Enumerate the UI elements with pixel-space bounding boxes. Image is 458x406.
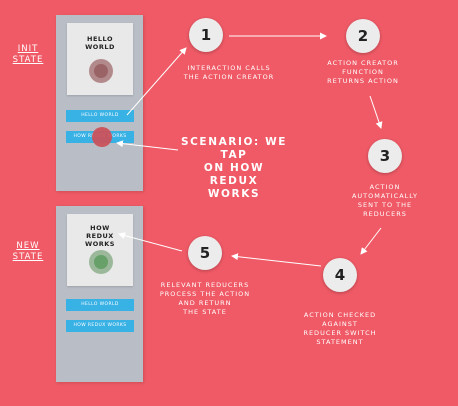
screen-text: HELLO WORLD bbox=[85, 35, 115, 51]
screen-text: HOW REDUX WORKS bbox=[85, 224, 115, 248]
hello-world-button[interactable]: HELLO WORLD bbox=[66, 299, 134, 311]
arrow-step4-to-step5 bbox=[231, 253, 322, 267]
init-state-label: INIT STATE bbox=[12, 44, 44, 65]
step-3-circle: 3 bbox=[368, 139, 402, 173]
step-4-circle: 4 bbox=[323, 258, 357, 292]
scenario-label: SCENARIO: WE TAP ON HOW REDUX WORKS bbox=[180, 136, 288, 200]
step-1-circle: 1 bbox=[189, 18, 223, 52]
new-state-label: NEW STATE bbox=[12, 241, 44, 262]
step-2-circle: 2 bbox=[346, 19, 380, 53]
phone-init-state: HELLO WORLD HELLO WORLD HOW REDUX WORKS bbox=[56, 15, 143, 191]
step-2-description: ACTION CREATOR FUNCTION RETURNS ACTION bbox=[327, 59, 399, 85]
green-status-dot bbox=[89, 250, 113, 274]
hello-world-button[interactable]: HELLO WORLD bbox=[66, 110, 134, 122]
tap-indicator bbox=[92, 127, 112, 147]
arrow-tap-to-step1 bbox=[126, 47, 187, 116]
step-3-description: ACTION AUTOMATICALLY SENT TO THE REDUCER… bbox=[351, 183, 419, 218]
arrow-step5-to-new-state bbox=[118, 232, 183, 252]
step-5-description: RELEVANT REDUCERS PROCESS THE ACTION AND… bbox=[159, 281, 251, 316]
step-1-description: INTERACTION CALLS THE ACTION CREATOR bbox=[183, 64, 275, 81]
how-redux-works-button[interactable]: HOW REDUX WORKS bbox=[66, 320, 134, 332]
phone-screen: HELLO WORLD bbox=[67, 23, 133, 95]
red-status-dot bbox=[89, 59, 113, 83]
arrow-step2-to-step3 bbox=[369, 95, 383, 129]
phone-new-state: HOW REDUX WORKS HELLO WORLD HOW REDUX WO… bbox=[56, 206, 143, 382]
step-5-circle: 5 bbox=[188, 236, 222, 270]
step-4-description: ACTION CHECKED AGAINST REDUCER SWITCH ST… bbox=[303, 311, 377, 346]
arrow-step3-to-step4 bbox=[360, 227, 382, 255]
phone-screen: HOW REDUX WORKS bbox=[67, 214, 133, 286]
arrow-scenario-to-tap bbox=[116, 140, 179, 151]
